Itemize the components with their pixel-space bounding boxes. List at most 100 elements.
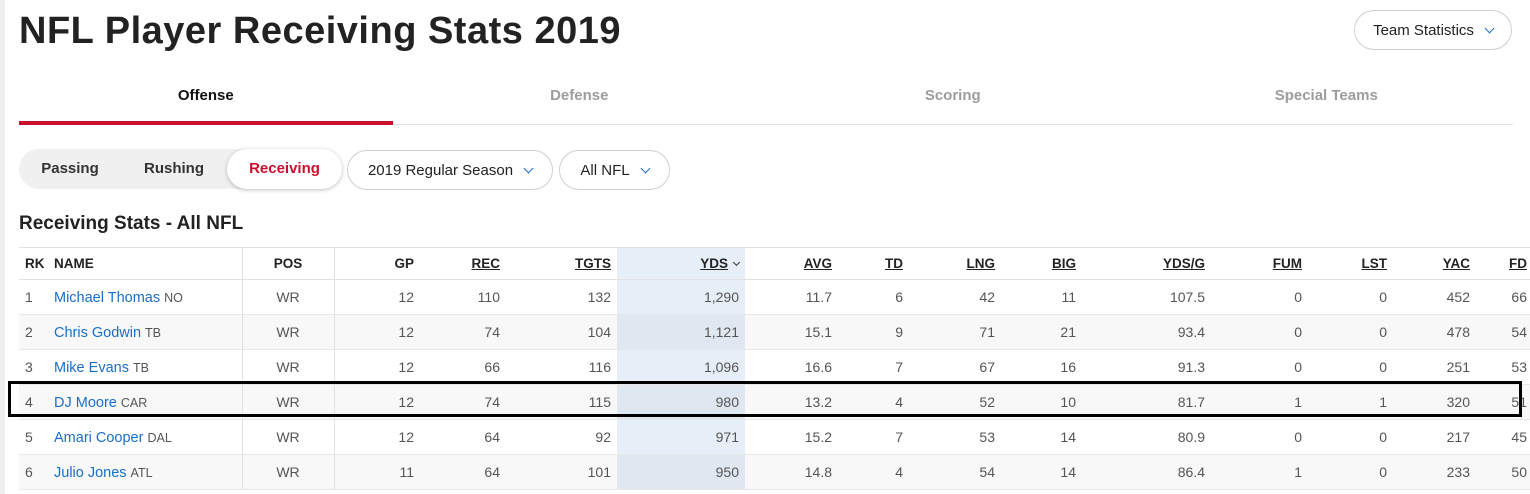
gp-cell: 12 [334, 384, 420, 420]
tgts-cell: 104 [506, 314, 617, 350]
tab-defense[interactable]: Defense [550, 87, 609, 104]
table-row: 5 Amari Cooper DAL WR 12 64 92 971 15.2 7 53 14 80.9… [19, 419, 1530, 455]
player-name-link[interactable]: Mike Evans [54, 359, 129, 376]
rec-cell: 74 [420, 384, 506, 420]
player-name-link[interactable]: DJ Moore [54, 394, 117, 411]
tab-special-teams[interactable]: Special Teams [1274, 87, 1378, 104]
season-dropdown[interactable]: 2019 Regular Season [347, 150, 553, 190]
fum-cell: 0 [1211, 419, 1308, 455]
player-name-link[interactable]: Amari Cooper [54, 429, 144, 446]
td-cell: 7 [838, 349, 909, 385]
yds-cell: 971 [617, 419, 745, 455]
col-header-yds-per-game[interactable]: YDS/G [1082, 247, 1211, 280]
big-cell: 10 [1001, 384, 1082, 420]
yds-per-game-cell: 86.4 [1082, 454, 1211, 490]
table-row: 3 Mike Evans TB WR 12 66 116 1,096 16.6 7 67 16 91.3… [19, 349, 1530, 385]
col-header-rec[interactable]: REC [420, 247, 506, 280]
lst-cell: 0 [1308, 314, 1393, 350]
team-abbr: NO [164, 290, 183, 305]
league-dropdown[interactable]: All NFL [559, 150, 670, 190]
big-cell: 14 [1001, 419, 1082, 455]
fd-cell: 50 [1476, 454, 1530, 490]
yac-cell: 217 [1393, 419, 1476, 455]
yds-per-game-cell: 81.7 [1082, 384, 1211, 420]
player-cell: Mike Evans TB [48, 349, 243, 385]
col-header-yds[interactable]: YDS [617, 247, 745, 280]
fum-cell: 1 [1211, 384, 1308, 420]
td-cell: 9 [838, 314, 909, 350]
segment-receiving[interactable]: Receiving [227, 149, 342, 189]
col-header-fd[interactable]: FD [1476, 247, 1530, 280]
yac-cell: 478 [1393, 314, 1476, 350]
fum-cell: 1 [1211, 454, 1308, 490]
rank-cell: 3 [19, 349, 48, 385]
col-header-fum[interactable]: FUM [1211, 247, 1308, 280]
pos-cell: WR [242, 314, 335, 350]
fum-cell: 0 [1211, 349, 1308, 385]
table-header-row: RK NAME POS GP REC TGTS YDS AVG TD LNG B… [19, 247, 1530, 280]
tgts-cell: 115 [506, 384, 617, 420]
table-row: 2 Chris Godwin TB WR 12 74 104 1,121 15.1 9 71 21 93… [19, 314, 1530, 350]
yds-per-game-cell: 107.5 [1082, 279, 1211, 315]
season-dropdown-label: 2019 Regular Season [367, 161, 514, 179]
tab-scoring[interactable]: Scoring [924, 87, 981, 104]
lst-cell: 0 [1308, 454, 1393, 490]
td-cell: 4 [838, 454, 909, 490]
chevron-down-icon [1484, 23, 1495, 33]
player-name-link[interactable]: Julio Jones [54, 464, 127, 481]
rec-cell: 64 [420, 454, 506, 490]
yac-cell: 320 [1393, 384, 1476, 420]
pos-cell: WR [242, 384, 335, 420]
col-header-yac[interactable]: YAC [1393, 247, 1476, 280]
fd-cell: 54 [1476, 314, 1530, 350]
segment-rushing[interactable]: Rushing [144, 160, 204, 177]
gp-cell: 12 [334, 419, 420, 455]
rank-cell: 4 [19, 384, 48, 420]
pos-cell: WR [242, 349, 335, 385]
big-cell: 14 [1001, 454, 1082, 490]
segment-passing[interactable]: Passing [41, 160, 99, 177]
tgts-cell: 116 [506, 349, 617, 385]
team-statistics-dropdown[interactable]: Team Statistics [1354, 10, 1512, 50]
tab-offense[interactable]: Offense [19, 72, 393, 125]
col-header-lng[interactable]: LNG [909, 247, 1001, 280]
gp-cell: 12 [334, 314, 420, 350]
player-cell: Amari Cooper DAL [48, 419, 243, 455]
fd-cell: 45 [1476, 419, 1530, 455]
col-header-tgts[interactable]: TGTS [506, 247, 617, 280]
stat-category-tabs: Offense Defense Scoring Special Teams [19, 72, 1513, 125]
avg-cell: 15.1 [745, 314, 838, 350]
fum-cell: 0 [1211, 279, 1308, 315]
chevron-down-icon [640, 163, 651, 173]
player-name-link[interactable]: Michael Thomas [54, 289, 161, 306]
player-cell: Michael Thomas NO [48, 279, 243, 315]
rank-cell: 5 [19, 419, 48, 455]
team-abbr: TB [132, 360, 149, 375]
player-cell: Chris Godwin TB [48, 314, 243, 350]
big-cell: 16 [1001, 349, 1082, 385]
tgts-cell: 101 [506, 454, 617, 490]
col-header-avg[interactable]: AVG [745, 247, 838, 280]
big-cell: 21 [1001, 314, 1082, 350]
rec-cell: 66 [420, 349, 506, 385]
col-header-lst[interactable]: LST [1308, 247, 1393, 280]
table-row: 1 Michael Thomas NO WR 12 110 132 1,290 11.7 6 42 1… [19, 279, 1530, 315]
col-header-td[interactable]: TD [838, 247, 909, 280]
pos-cell: WR [242, 279, 335, 315]
lng-cell: 53 [909, 419, 1001, 455]
player-name-link[interactable]: Chris Godwin [54, 324, 142, 341]
col-header-big[interactable]: BIG [1001, 247, 1082, 280]
player-cell: Julio Jones ATL [48, 454, 243, 490]
yds-per-game-cell: 91.3 [1082, 349, 1211, 385]
lng-cell: 42 [909, 279, 1001, 315]
section-title: Receiving Stats - All NFL [19, 213, 244, 234]
team-abbr: DAL [147, 430, 172, 445]
col-header-name: NAME [48, 247, 243, 280]
lst-cell: 1 [1308, 384, 1393, 420]
team-abbr: TB [145, 325, 162, 340]
player-cell: DJ Moore CAR [48, 384, 243, 420]
rec-cell: 110 [420, 279, 506, 315]
lst-cell: 0 [1308, 279, 1393, 315]
lng-cell: 52 [909, 384, 1001, 420]
col-header-gp: GP [334, 247, 420, 280]
